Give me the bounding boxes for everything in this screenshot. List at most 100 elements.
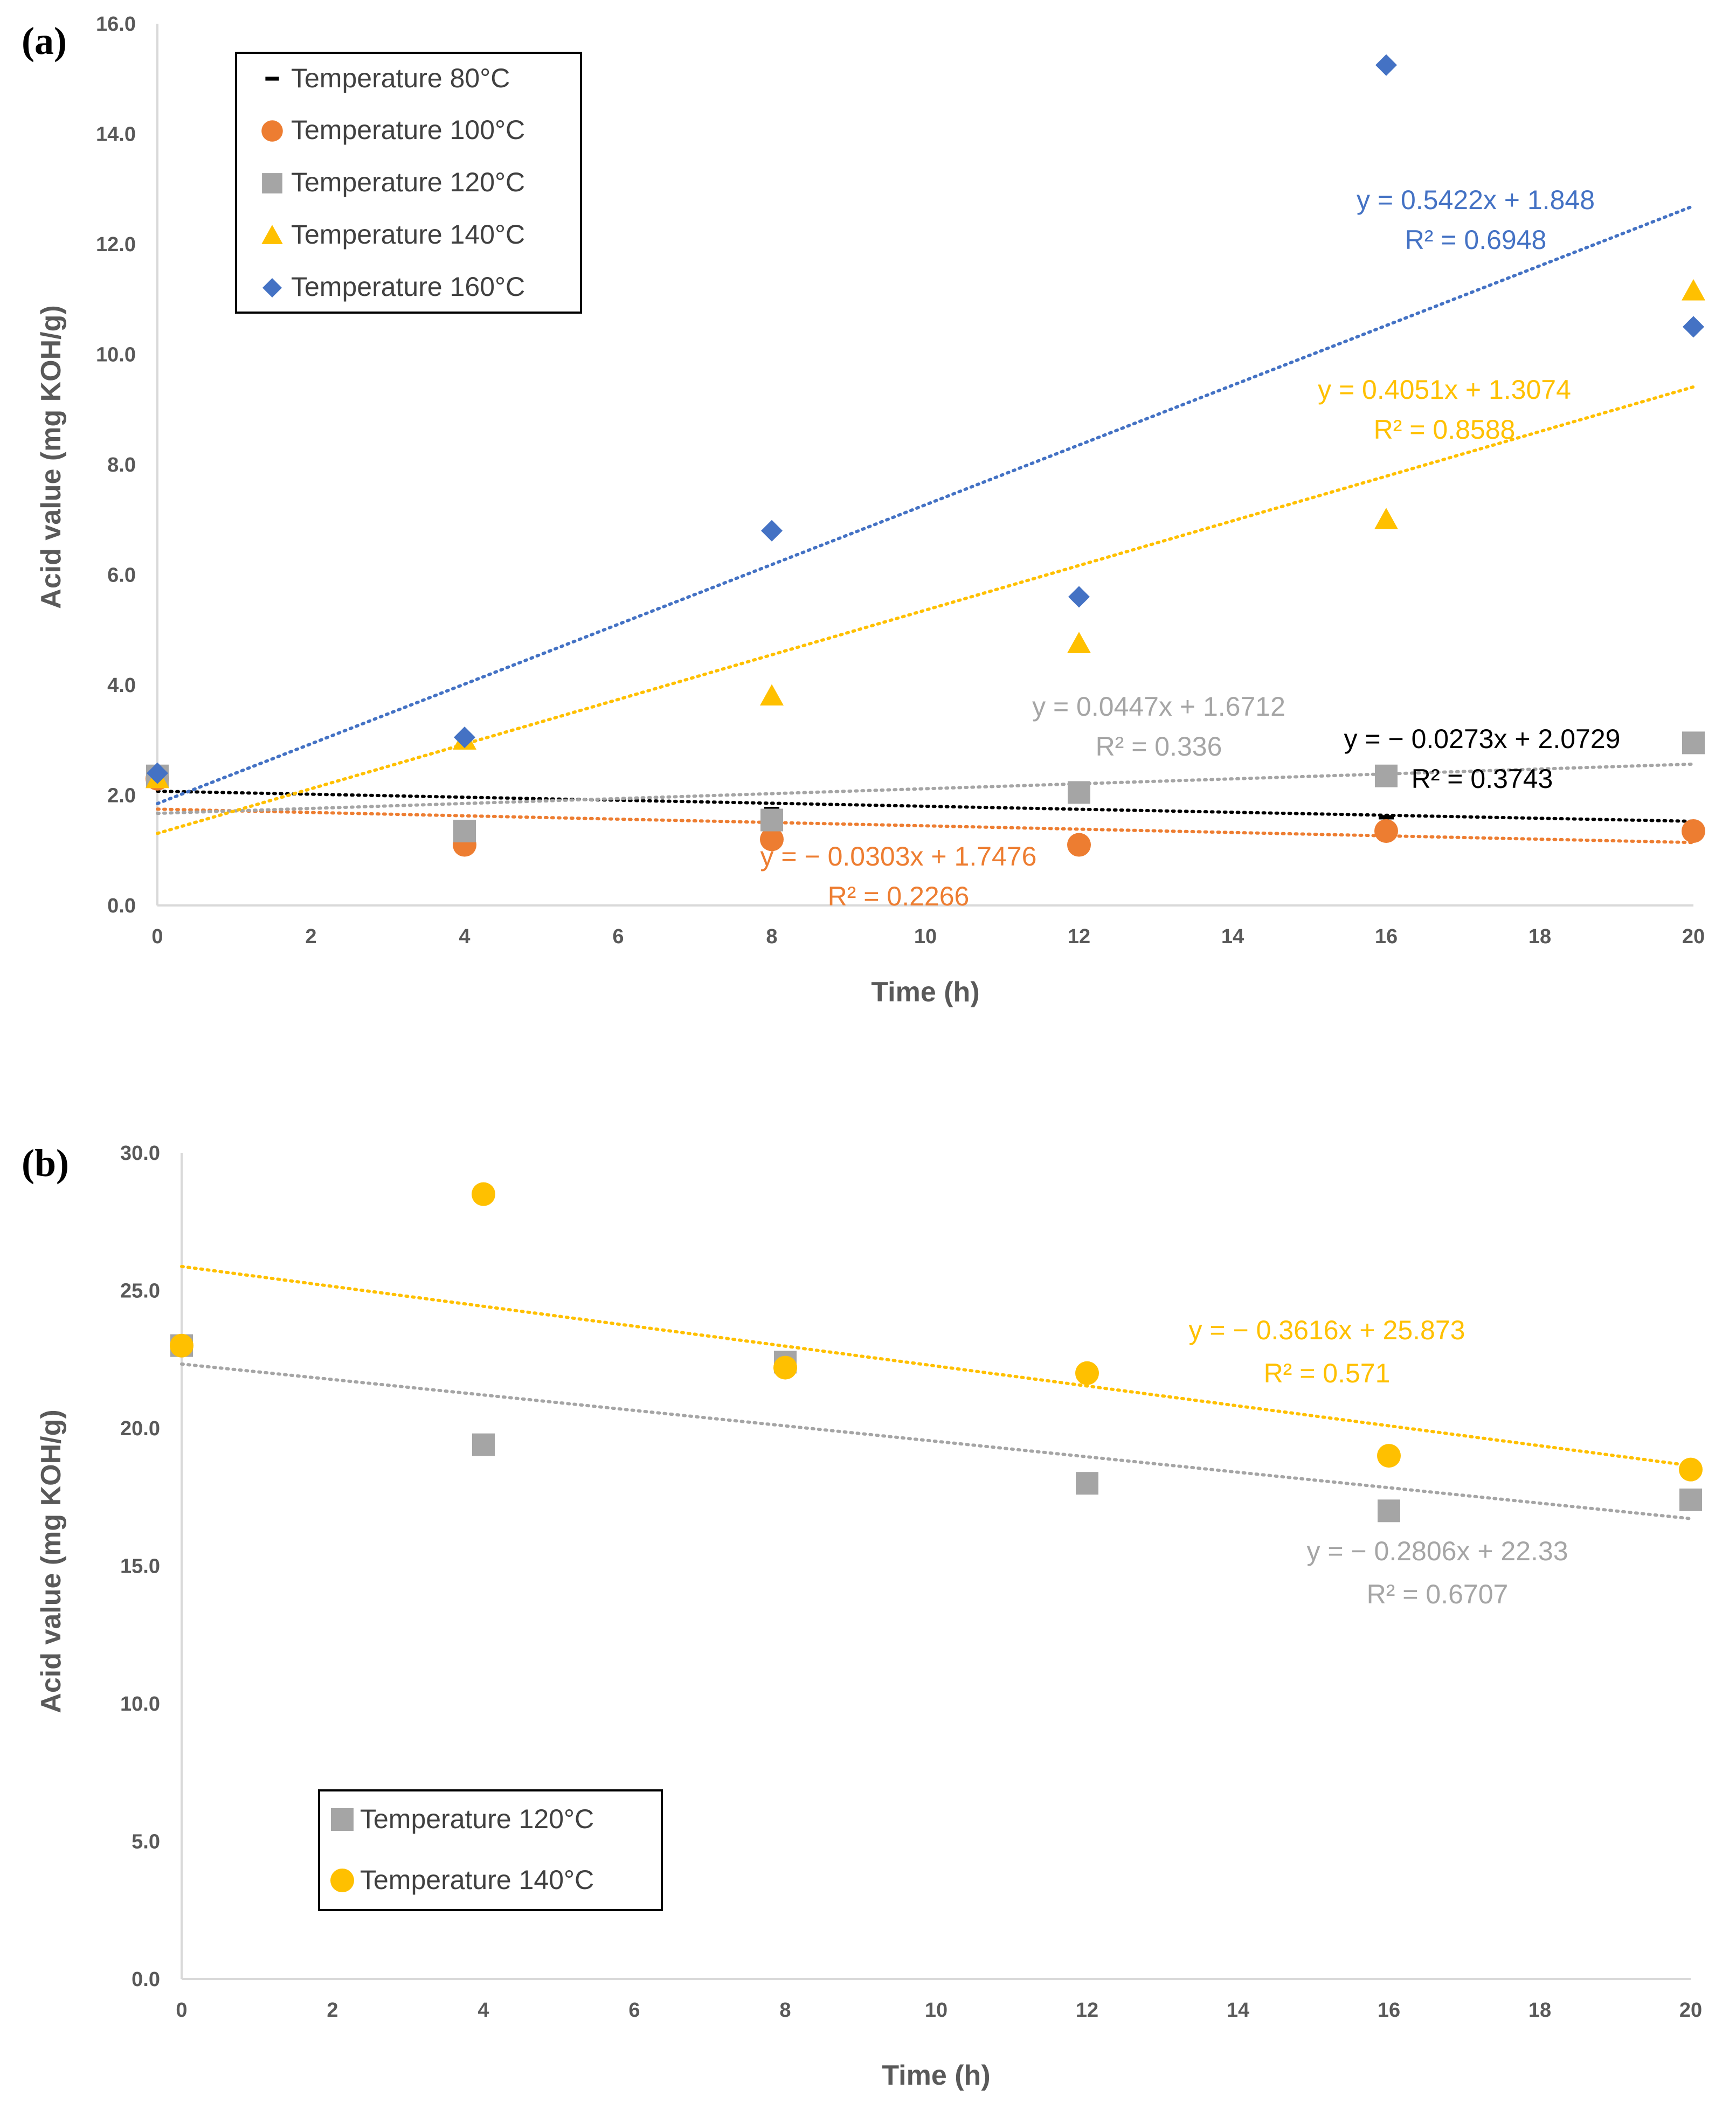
y-tick-label: 10.0 [96,344,136,366]
data-point-t120 [1375,764,1398,787]
x-tick-label: 18 [1528,1999,1551,2022]
chart-b-r2-120: R² = 0.6707 [1367,1579,1509,1609]
chart-a-points [146,54,1705,857]
panel-label-a: (a) [22,19,67,63]
data-point-t160 [454,727,475,749]
x-tick-label: 10 [925,1999,947,2022]
chart-panel-a: (a) 0 2 4 6 8 10 12 14 16 18 20 0.0 2.0 4.0 6.0 8.0 10.0… [22,13,1705,1008]
chart-a-legend-box [235,52,582,314]
chart-a-legend-label-140: Temperature 140°C [291,219,525,250]
y-tick-label: 2.0 [107,785,136,807]
x-tick-label: 18 [1528,925,1551,948]
data-point-t140 [170,1333,193,1358]
chart-b-x-axis-title: Time (h) [882,2060,990,2091]
data-point-t140 [1377,1444,1401,1468]
chart-a-r2-160: R² = 0.6948 [1405,225,1547,255]
x-tick-label: 2 [327,1999,338,2022]
data-point-t120 [453,819,476,842]
data-point-t140 [1067,632,1091,653]
data-point-t140 [773,1355,797,1380]
data-point-t100 [1682,819,1705,843]
y-tick-label: 15.0 [120,1555,160,1578]
x-tick-label: 2 [305,925,316,948]
data-point-t160 [761,520,783,542]
chart-b-axes [181,1153,1691,1980]
panel-label-b: (b) [22,1142,69,1185]
chart-a-r2-140: R² = 0.8588 [1374,414,1516,445]
x-tick-label: 4 [478,1999,489,2022]
x-tick-label: 0 [151,925,163,948]
chart-a-r2-120: R² = 0.336 [1096,731,1222,762]
x-tick-label: 6 [612,925,624,948]
x-tick-label: 10 [914,925,937,948]
y-tick-label: 20.0 [120,1417,160,1440]
x-tick-label: 4 [459,925,470,948]
data-point-t140 [1679,1457,1703,1482]
legend-marker-t80 [265,77,279,81]
trendline-t160 [156,204,1695,806]
chart-a-legend: Temperature 80°C Temperature 100°C Tempe… [235,52,582,314]
data-point-t140 [1075,1361,1099,1385]
data-point-t140 [1374,508,1398,529]
data-point-t120 [1679,1488,1702,1511]
data-point-t100 [1067,833,1091,857]
x-tick-label: 8 [779,1999,791,2022]
chart-a-legend-markers [261,77,283,298]
chart-a-axes [156,24,1693,907]
chart-a-equation-140: y = 0.4051x + 1.3074 [1318,375,1571,405]
data-point-t100 [760,827,784,852]
x-tick-label: 8 [766,925,777,948]
chart-b-tick-labels: 0 2 4 6 8 10 12 14 16 18 20 0.0 5.0 10.0 15.0 20.0 25.0 3… [120,1142,1702,2022]
trendline-t80 [156,790,1695,823]
chart-b-legend-markers [330,1808,354,1892]
chart-b-legend: Temperature 120°C Temperature 140°C [318,1789,663,1911]
x-tick-label: 0 [176,1999,187,2022]
x-tick-label: 16 [1375,925,1398,948]
data-point-t120 [1076,1472,1098,1495]
data-point-t120 [1378,1499,1400,1523]
data-point-t120 [1068,781,1090,804]
y-tick-label: 16.0 [96,13,136,36]
y-tick-label: 10.0 [120,1693,160,1715]
chart-a-y-axis-title: Acid value (mg KOH/g) [36,305,67,608]
data-point-t140 [472,1182,495,1206]
chart-a-equation-80: y = − 0.0273x + 2.0729 [1344,724,1621,754]
y-tick-label: 12.0 [96,233,136,256]
chart-b-y-axis-title: Acid value (mg KOH/g) [36,1409,67,1713]
data-point-t160 [1068,586,1090,608]
chart-panel-b: (b) 0 2 4 6 8 10 12 14 16 18 20 0.0 5.0 10.0 15.0 20.0 2… [22,1142,1703,2091]
y-tick-label: 14.0 [96,123,136,146]
trendline-t100 [156,807,1695,845]
y-tick-label: 0.0 [132,1968,160,1991]
chart-a-trendlines [156,204,1695,845]
trendline-t140 [156,385,1695,835]
data-point-t120 [1682,731,1705,755]
chart-a-r2-100: R² = 0.2266 [828,881,970,911]
y-tick-label: 4.0 [107,674,136,697]
data-point-t140 [1682,279,1705,301]
x-tick-label: 12 [1068,925,1090,948]
x-tick-label: 6 [628,1999,640,2022]
chart-a-equation-120: y = 0.0447x + 1.6712 [1032,691,1285,722]
data-point-t80 [1379,815,1394,820]
data-point-t120 [472,1433,495,1456]
chart-a-equation-100: y = − 0.0303x + 1.7476 [760,841,1037,871]
chart-a-r2-80: R² = 0.3743 [1412,764,1553,794]
legend-marker-t160 [262,278,282,298]
x-tick-label: 20 [1679,1999,1702,2022]
chart-b-equation-140: y = − 0.3616x + 25.873 [1189,1315,1465,1345]
trendline-t120 [180,1362,1692,1520]
chart-a-legend-label-160: Temperature 160°C [291,272,525,302]
y-tick-label: 6.0 [107,564,136,587]
data-point-t160 [147,762,168,784]
y-tick-label: 30.0 [120,1142,160,1165]
y-tick-label: 25.0 [120,1280,160,1303]
chart-a-legend-label-120: Temperature 120°C [291,167,525,197]
chart-a-legend-label-100: Temperature 100°C [291,115,525,145]
chart-b-legend-box [318,1789,663,1911]
legend-marker-t140 [261,225,283,244]
y-tick-label: 5.0 [132,1831,160,1853]
chart-b-r2-140: R² = 0.571 [1264,1358,1391,1388]
trendline-t140 [180,1264,1692,1468]
